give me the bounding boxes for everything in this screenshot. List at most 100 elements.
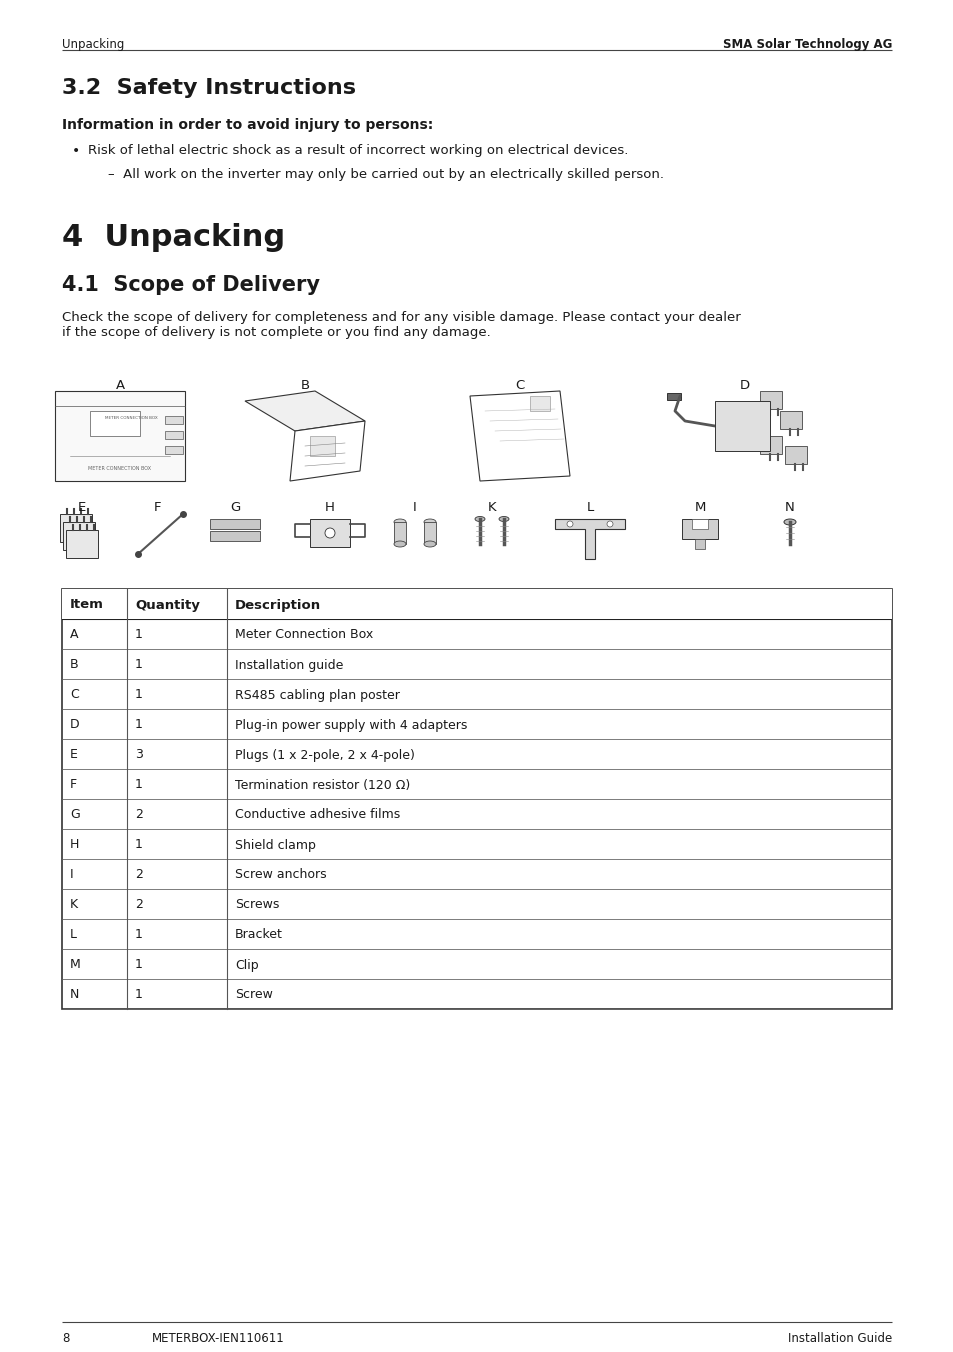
Text: SMA Solar Technology AG: SMA Solar Technology AG: [721, 38, 891, 51]
Text: 1: 1: [135, 779, 143, 791]
Text: 1: 1: [135, 988, 143, 1002]
Text: D: D: [70, 718, 79, 731]
Text: 3: 3: [135, 749, 143, 761]
Bar: [63, 522, 95, 550]
Bar: [165, 416, 183, 425]
Text: •: •: [71, 145, 80, 158]
Text: 1: 1: [135, 929, 143, 941]
Text: METER CONNECTION BOX: METER CONNECTION BOX: [89, 466, 152, 470]
Bar: [62, 589, 891, 619]
Text: E: E: [70, 749, 78, 761]
Bar: [714, 402, 769, 452]
Bar: [210, 519, 260, 529]
Text: Unpacking: Unpacking: [62, 38, 124, 51]
Text: 1: 1: [135, 658, 143, 672]
Bar: [784, 446, 806, 464]
Text: Conductive adhesive films: Conductive adhesive films: [234, 808, 400, 822]
Bar: [760, 435, 781, 454]
Text: Installation Guide: Installation Guide: [787, 1332, 891, 1345]
Polygon shape: [290, 420, 365, 481]
Text: B: B: [70, 658, 78, 672]
Text: 3.2  Safety Instructions: 3.2 Safety Instructions: [62, 78, 355, 97]
Text: A: A: [70, 629, 78, 641]
Bar: [760, 391, 781, 410]
Ellipse shape: [498, 516, 509, 522]
Circle shape: [566, 521, 573, 527]
Text: Meter Connection Box: Meter Connection Box: [234, 629, 373, 641]
Bar: [66, 530, 98, 558]
Text: 1: 1: [135, 959, 143, 972]
Text: M: M: [694, 502, 705, 514]
Text: I: I: [70, 868, 73, 882]
Text: Clip: Clip: [234, 959, 258, 972]
Circle shape: [325, 529, 335, 538]
Bar: [780, 411, 801, 429]
Bar: [90, 411, 140, 435]
Text: C: C: [70, 688, 79, 702]
Text: G: G: [230, 502, 240, 514]
Text: 2: 2: [135, 808, 143, 822]
Text: Check the scope of delivery for completeness and for any visible damage. Please : Check the scope of delivery for complete…: [62, 311, 740, 339]
Text: H: H: [70, 838, 79, 852]
Text: 2: 2: [135, 899, 143, 911]
Bar: [681, 519, 718, 539]
Text: Plug-in power supply with 4 adapters: Plug-in power supply with 4 adapters: [234, 718, 467, 731]
Text: 2: 2: [135, 868, 143, 882]
Bar: [62, 589, 891, 1009]
Text: METERBOX-IEN110611: METERBOX-IEN110611: [152, 1332, 284, 1345]
Text: 8: 8: [62, 1332, 70, 1345]
Bar: [666, 393, 680, 400]
Bar: [165, 431, 183, 439]
Text: Plugs (1 x 2-pole, 2 x 4-pole): Plugs (1 x 2-pole, 2 x 4-pole): [234, 749, 415, 761]
Bar: [530, 396, 550, 411]
Text: METER CONNECTION BOX: METER CONNECTION BOX: [105, 416, 157, 420]
Text: Description: Description: [234, 599, 321, 611]
Bar: [310, 519, 350, 548]
Text: Shield clamp: Shield clamp: [234, 838, 315, 852]
Bar: [695, 539, 704, 549]
Text: 4.1  Scope of Delivery: 4.1 Scope of Delivery: [62, 274, 319, 295]
Text: –  All work on the inverter may only be carried out by an electrically skilled p: – All work on the inverter may only be c…: [108, 168, 663, 181]
Text: Bracket: Bracket: [234, 929, 283, 941]
Polygon shape: [470, 391, 569, 481]
Text: Quantity: Quantity: [135, 599, 200, 611]
Ellipse shape: [783, 519, 795, 525]
Bar: [310, 435, 335, 456]
Text: L: L: [586, 502, 593, 514]
Text: D: D: [740, 379, 749, 392]
Bar: [691, 519, 707, 529]
Text: L: L: [70, 929, 77, 941]
Text: F: F: [70, 779, 77, 791]
Text: Termination resistor (120 Ω): Termination resistor (120 Ω): [234, 779, 410, 791]
Text: B: B: [300, 379, 309, 392]
Text: Installation guide: Installation guide: [234, 658, 343, 672]
Ellipse shape: [475, 516, 484, 522]
Text: Screw: Screw: [234, 988, 273, 1002]
Text: K: K: [70, 899, 78, 911]
Text: Information in order to avoid injury to persons:: Information in order to avoid injury to …: [62, 118, 433, 132]
Text: 4  Unpacking: 4 Unpacking: [62, 223, 285, 251]
Ellipse shape: [394, 519, 406, 525]
Ellipse shape: [423, 541, 436, 548]
Text: A: A: [115, 379, 125, 392]
Bar: [423, 522, 436, 544]
Bar: [165, 446, 183, 454]
Text: N: N: [70, 988, 79, 1002]
Text: RS485 cabling plan poster: RS485 cabling plan poster: [234, 688, 399, 702]
Text: 1: 1: [135, 629, 143, 641]
Text: Screws: Screws: [234, 899, 279, 911]
Text: F: F: [154, 502, 162, 514]
Text: Screw anchors: Screw anchors: [234, 868, 326, 882]
Circle shape: [606, 521, 613, 527]
Text: E: E: [78, 502, 86, 514]
Text: 1: 1: [135, 838, 143, 852]
Text: 1: 1: [135, 718, 143, 731]
Text: M: M: [70, 959, 81, 972]
Text: Risk of lethal electric shock as a result of incorrect working on electrical dev: Risk of lethal electric shock as a resul…: [88, 145, 628, 157]
Polygon shape: [555, 519, 624, 558]
Text: K: K: [487, 502, 496, 514]
Bar: [55, 391, 185, 481]
Polygon shape: [245, 391, 365, 431]
Text: G: G: [70, 808, 80, 822]
Bar: [210, 531, 260, 541]
